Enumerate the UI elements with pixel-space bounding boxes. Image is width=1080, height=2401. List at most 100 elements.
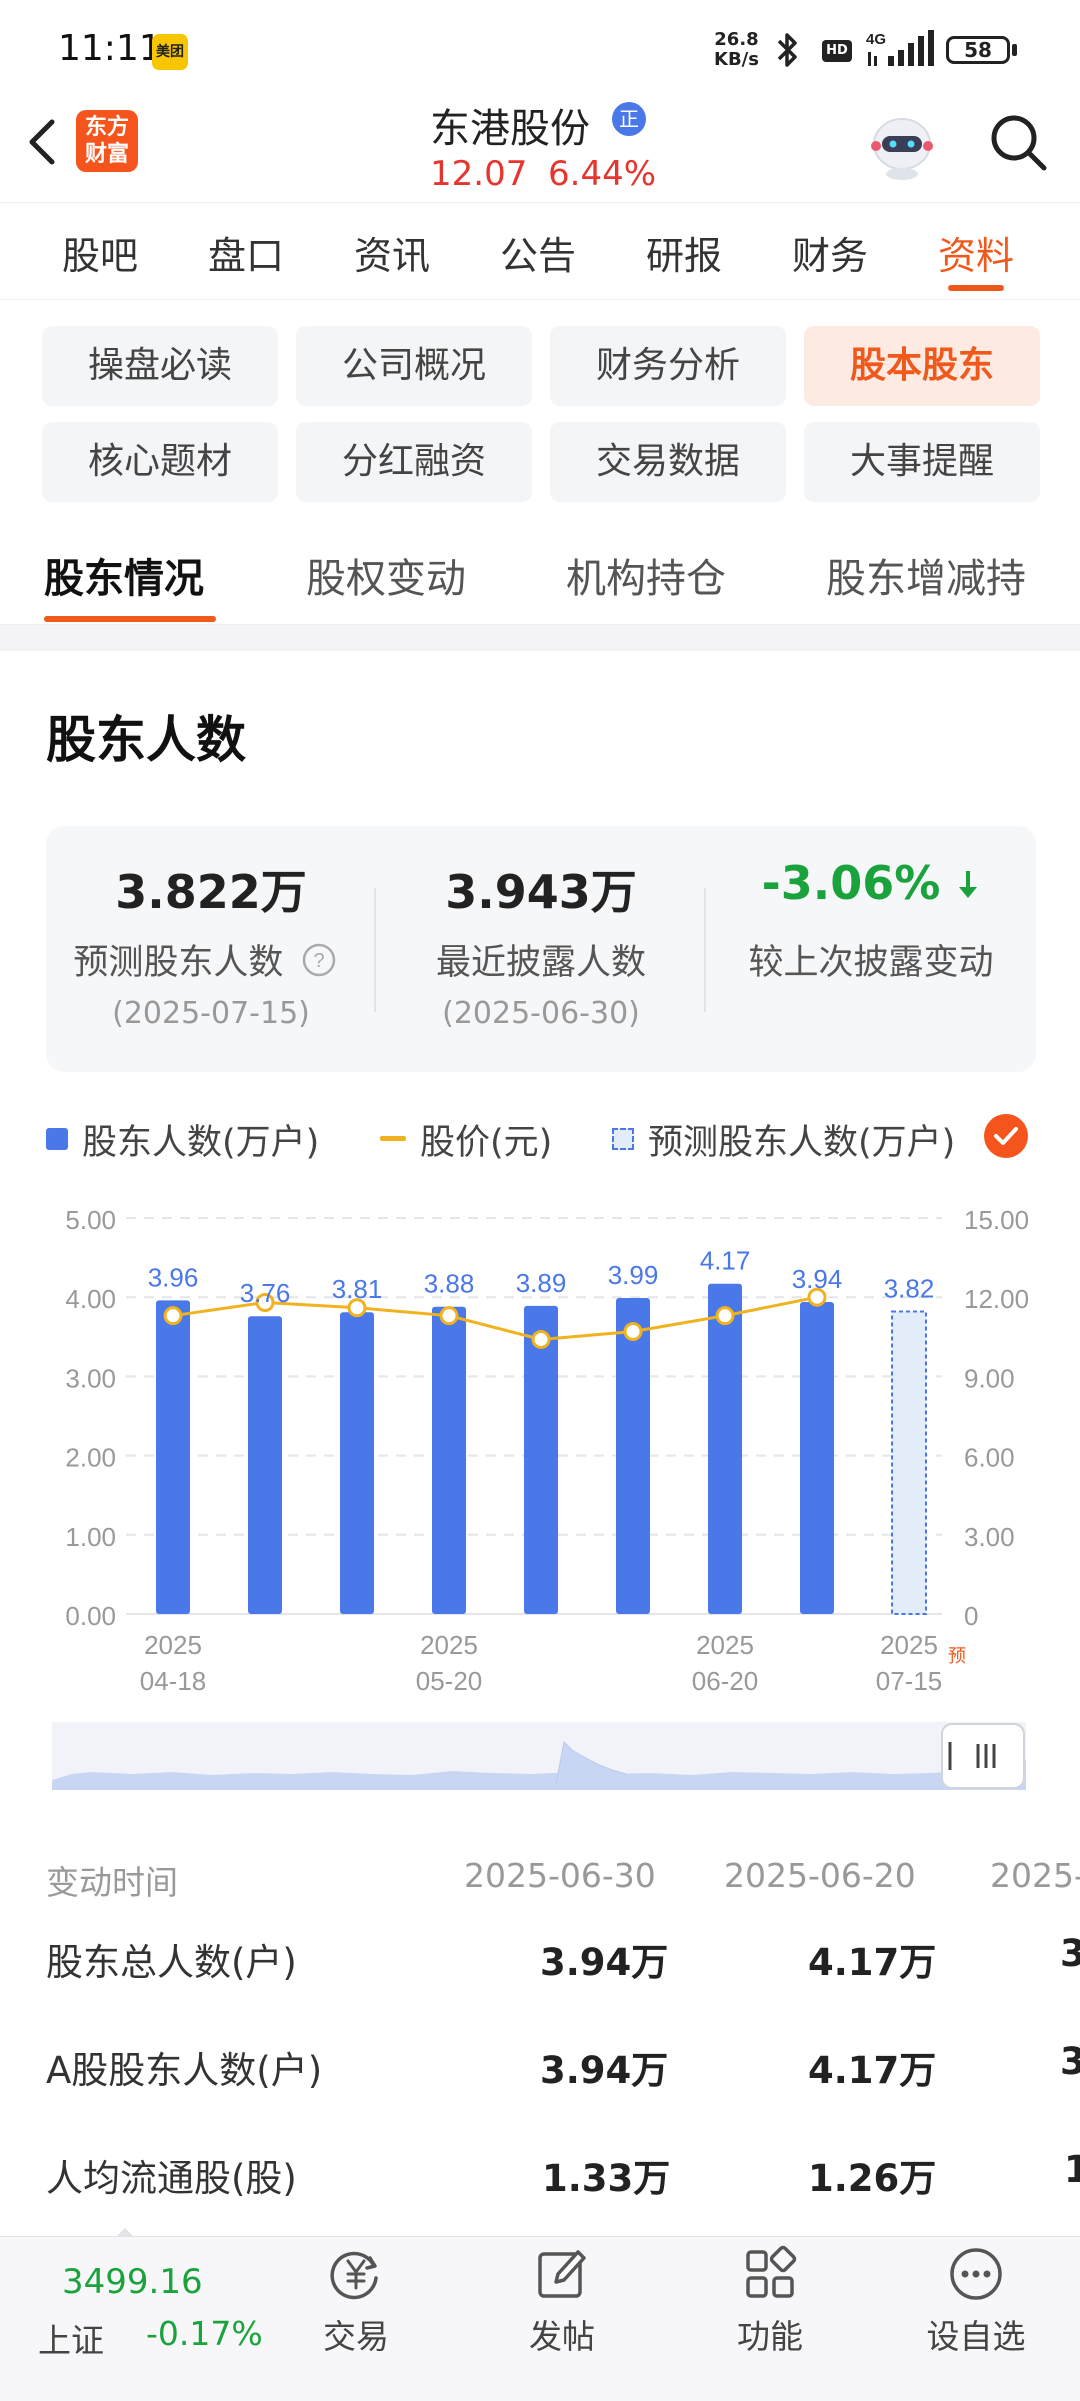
stats-card: 3.822万 预测股东人数 ? (2025-07-15) 3.943万 最近披露… (46, 826, 1036, 1072)
data-label: 4.17 (700, 1246, 751, 1276)
shanghai-index-change[interactable]: -0.17% (146, 2314, 263, 2353)
tab-news[interactable]: 资讯 (354, 234, 431, 278)
table-cell: 3 (1060, 2040, 1080, 2083)
tab-institutional-holdings[interactable]: 机构持仓 (566, 556, 726, 602)
nav-add-watchlist[interactable]: 设自选 (906, 2244, 1046, 2364)
expand-up-icon[interactable] (116, 2227, 134, 2237)
chart-bar (616, 1297, 650, 1614)
nav-trade[interactable]: 交易 (286, 2244, 426, 2364)
sub-btn-major-events[interactable]: 大事提醒 (804, 422, 1040, 502)
price-line (172, 1295, 818, 1341)
y2-tick-label: 15.00 (964, 1205, 1029, 1235)
latest-holders-label: 最近披露人数 (435, 943, 646, 983)
tab-guba[interactable]: 股吧 (62, 234, 139, 278)
y2-tick-label: 6.00 (964, 1443, 1015, 1473)
app-logo[interactable]: 东方财富 (76, 110, 138, 172)
network-speed: 26.8 KB/s (714, 30, 759, 70)
ai-robot-icon[interactable] (862, 104, 942, 184)
sub-btn-company-overview[interactable]: 公司概况 (296, 326, 532, 406)
data-label: 3.88 (424, 1269, 475, 1299)
legend-price-swatch (380, 1136, 406, 1141)
data-label: 3.96 (148, 1262, 199, 1292)
search-icon[interactable] (984, 108, 1054, 178)
tab-holder-changes[interactable]: 股东增减持 (826, 556, 1026, 602)
network-speed-value: 26.8 (714, 29, 759, 50)
network-speed-unit: KB/s (714, 49, 759, 70)
chart-bar (156, 1300, 190, 1614)
data-label: 3.82 (884, 1273, 935, 1303)
nav-post[interactable]: 发帖 (492, 2244, 632, 2364)
back-arrow-icon[interactable] (20, 110, 64, 174)
nav-add-watchlist-label: 设自选 (926, 2317, 1026, 2356)
chart-bar (524, 1305, 558, 1614)
stock-name: 东港股份 (430, 106, 590, 152)
main-tab-bar: 股吧 盘口 资讯 公告 研报 财务 资料 (0, 202, 1080, 300)
edit-post-icon (538, 2250, 586, 2298)
meituan-app-icon: 美团 (152, 34, 188, 70)
x-tick-year: 2025 (420, 1630, 478, 1660)
data-label: 3.76 (240, 1278, 291, 1308)
y-tick-label: 0.00 (65, 1601, 116, 1631)
holders-change-value: -3.06% (706, 856, 1036, 910)
section-title: 股东人数 (46, 711, 246, 769)
trade-yen-icon (330, 2251, 378, 2300)
stat-divider (704, 888, 706, 1012)
shanghai-index-value[interactable]: 3499.16 (62, 2262, 203, 2302)
help-icon[interactable]: ? (301, 942, 337, 978)
chart-bar (340, 1312, 374, 1614)
price-point (255, 1292, 275, 1312)
active-subtab-indicator (44, 616, 216, 622)
sub-btn-core-themes[interactable]: 核心题材 (42, 422, 278, 502)
holders-change-text: -3.06% (761, 856, 941, 910)
x-tick-date: 06-20 (692, 1666, 759, 1696)
sub-btn-dividends-financing[interactable]: 分红融资 (296, 422, 532, 502)
x-tick-year: 2025 (144, 1630, 202, 1660)
data-label: 3.99 (608, 1260, 659, 1290)
check-toggle-icon[interactable] (984, 1114, 1028, 1158)
chart-range-navigator[interactable] (52, 1722, 1026, 1790)
tab-research[interactable]: 研报 (646, 234, 723, 278)
table-cell: 1.26万 (808, 2157, 937, 2200)
tab-finance[interactable]: 财务 (792, 234, 869, 278)
sub-btn-trading-data[interactable]: 交易数据 (550, 422, 786, 502)
nav-functions[interactable]: 功能 (700, 2244, 840, 2364)
nav-trade-label: 交易 (323, 2317, 389, 2356)
signal-icon: 4G (866, 30, 934, 66)
chart-bar (800, 1301, 834, 1614)
nav-functions-label: 功能 (737, 2317, 803, 2356)
table-cell: 3.94万 (540, 1941, 669, 1984)
y2-tick-label: 9.00 (964, 1363, 1015, 1393)
shanghai-index-name[interactable]: 上证 (38, 2321, 104, 2360)
chart-bar (708, 1283, 742, 1614)
table-column-header: 2025- (990, 1856, 1080, 1895)
network-type: 4G (866, 31, 886, 48)
chart-bar-predicted (891, 1310, 927, 1615)
x-tick-date: 04-18 (140, 1666, 207, 1696)
sub-btn-financial-analysis[interactable]: 财务分析 (550, 326, 786, 406)
stock-price: 12.07 (430, 154, 528, 194)
tab-equity-changes[interactable]: 股权变动 (306, 556, 466, 602)
data-label: 3.81 (332, 1274, 383, 1304)
y2-tick-label: 0 (964, 1601, 978, 1631)
tab-pankou[interactable]: 盘口 (208, 234, 285, 278)
y-tick-label: 2.00 (65, 1443, 116, 1473)
nav-post-label: 发帖 (529, 2317, 595, 2356)
table-cell: 4.17万 (808, 1941, 937, 1984)
navigator-area (52, 1742, 1026, 1790)
table-header-label: 变动时间 (46, 1863, 178, 1902)
predicted-holders-label: 预测股东人数 ? (40, 934, 370, 985)
y-tick-label: 3.00 (65, 1363, 116, 1393)
grid-functions-icon (746, 2245, 797, 2298)
y-tick-label: 1.00 (65, 1522, 116, 1552)
tab-shareholder-status[interactable]: 股东情况 (44, 556, 204, 602)
bluetooth-icon (777, 33, 797, 67)
active-tab-indicator (948, 285, 1004, 291)
tab-announcements[interactable]: 公告 (500, 234, 577, 278)
sub-btn-trading-guide[interactable]: 操盘必读 (42, 326, 278, 406)
predicted-marker: 预 (948, 1646, 966, 1666)
tab-profile[interactable]: 资料 (938, 234, 1015, 278)
data-label: 3.89 (516, 1268, 567, 1298)
table-cell: 1.33万 (542, 2157, 671, 2200)
sub-btn-capital-shareholders[interactable]: 股本股东 (804, 326, 1040, 406)
svg-text:?: ? (313, 950, 324, 972)
